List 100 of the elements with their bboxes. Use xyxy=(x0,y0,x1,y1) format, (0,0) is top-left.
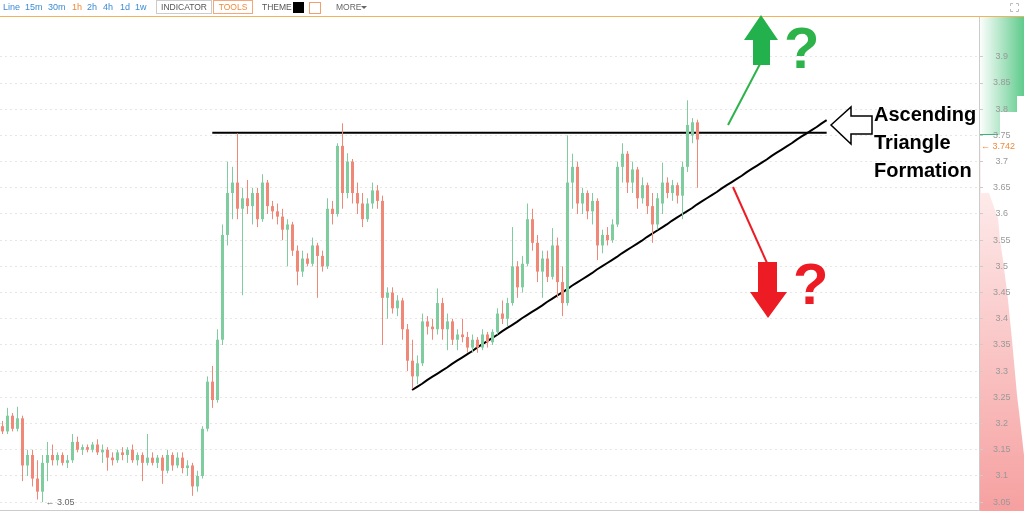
text: 1d xyxy=(120,1,131,13)
y-tick-label: 3.4 xyxy=(995,313,1009,324)
candlestick xyxy=(561,265,564,317)
candlestick xyxy=(16,406,19,432)
candlestick xyxy=(651,192,654,244)
candlestick xyxy=(161,454,164,485)
candlestick xyxy=(506,297,509,328)
candlestick xyxy=(426,315,429,335)
candlestick xyxy=(241,187,244,296)
candlestick xyxy=(496,307,499,335)
candlestick xyxy=(611,218,614,244)
candlestick xyxy=(581,187,584,215)
candlestick xyxy=(411,339,414,389)
candlestick xyxy=(601,229,604,254)
text: ← 3.742 xyxy=(981,140,1016,151)
y-tick-label: 3.8 xyxy=(995,103,1009,114)
annotation: Ascending Triangle Formation xyxy=(874,102,978,183)
text: MORE xyxy=(336,1,362,13)
candlestick xyxy=(646,182,649,215)
candlestick xyxy=(546,250,549,283)
text: 30m xyxy=(48,1,66,13)
candlestick xyxy=(586,189,589,220)
y-tick-label: 3.65 xyxy=(992,182,1011,193)
candlestick xyxy=(331,200,334,225)
y-tick-label: 3.6 xyxy=(995,208,1009,219)
candlestick xyxy=(671,179,674,202)
button: TOOLS xyxy=(213,0,253,14)
y-tick-label: 3.3 xyxy=(995,365,1009,376)
candlestick xyxy=(171,451,174,472)
y-tick-label: 3.55 xyxy=(992,234,1011,245)
candlestick xyxy=(541,250,544,299)
candlestick xyxy=(366,197,369,223)
y-tick-label: 3.2 xyxy=(995,418,1009,429)
candlestick xyxy=(266,179,269,215)
candlestick xyxy=(461,318,464,343)
y-tick-label: 3.25 xyxy=(992,391,1011,402)
candlestick xyxy=(211,365,214,409)
candlestick xyxy=(571,153,574,210)
text: 4h xyxy=(103,1,114,13)
annotation: ? xyxy=(793,251,829,316)
candlestick xyxy=(606,226,609,246)
candlestick xyxy=(246,179,249,215)
text: 2h xyxy=(87,1,98,13)
candlestick xyxy=(191,462,194,497)
candlestick xyxy=(501,299,504,325)
candlestick xyxy=(471,333,474,354)
candlestick xyxy=(181,451,184,474)
candlestick xyxy=(661,162,664,215)
candlestick xyxy=(321,250,324,273)
y-tick-label: 3.15 xyxy=(992,444,1011,455)
candlestick xyxy=(71,433,74,464)
candlestick xyxy=(36,459,39,501)
candlestick xyxy=(521,255,524,294)
candlestick xyxy=(446,313,449,351)
text: 15m xyxy=(25,1,43,13)
candlestick xyxy=(691,117,694,144)
candlestick xyxy=(31,449,34,487)
candlestick xyxy=(456,328,459,351)
candlestick xyxy=(301,250,304,278)
y-tick-label: 3.45 xyxy=(992,287,1011,298)
candlestick xyxy=(361,192,364,228)
candlestick xyxy=(591,192,594,225)
y-tick-label: 3.05 xyxy=(992,496,1011,507)
y-tick-label: 3.7 xyxy=(995,156,1009,167)
y-tick-label: 3.85 xyxy=(992,77,1011,88)
candlestick xyxy=(391,286,394,315)
candlestick xyxy=(466,331,469,354)
candlestick xyxy=(51,444,54,466)
annotation: ? xyxy=(784,15,820,80)
candlestick xyxy=(196,470,199,493)
candlestick xyxy=(376,184,379,210)
candlestick xyxy=(281,208,284,241)
candlestick xyxy=(451,318,454,346)
candlestick xyxy=(146,433,149,466)
candlestick xyxy=(676,182,679,205)
candlestick xyxy=(481,328,484,351)
button: INDICATOR xyxy=(156,0,212,14)
candlestick xyxy=(131,444,134,464)
annotation: ← 3.05 xyxy=(45,496,75,507)
candlestick xyxy=(11,412,14,432)
candlestick xyxy=(641,176,644,205)
candlestick xyxy=(26,449,29,477)
candlestick xyxy=(416,354,419,385)
candlestick xyxy=(356,182,359,215)
candlestick xyxy=(631,161,634,194)
candlestick xyxy=(271,200,274,220)
candlestick xyxy=(316,242,319,299)
candlestick xyxy=(396,294,399,317)
y-tick-label: 3.1 xyxy=(995,470,1009,481)
candlestick xyxy=(6,407,9,435)
candlestick xyxy=(166,449,169,474)
candlestick xyxy=(286,218,289,267)
text: 1w xyxy=(135,1,147,13)
y-tick-label: 3.9 xyxy=(995,51,1009,62)
candlestick xyxy=(531,208,534,252)
candlestick xyxy=(106,446,109,472)
candlestick xyxy=(371,182,374,210)
candlestick xyxy=(251,187,254,225)
candlestick xyxy=(666,176,669,199)
y-tick-label: 3.5 xyxy=(995,260,1009,271)
